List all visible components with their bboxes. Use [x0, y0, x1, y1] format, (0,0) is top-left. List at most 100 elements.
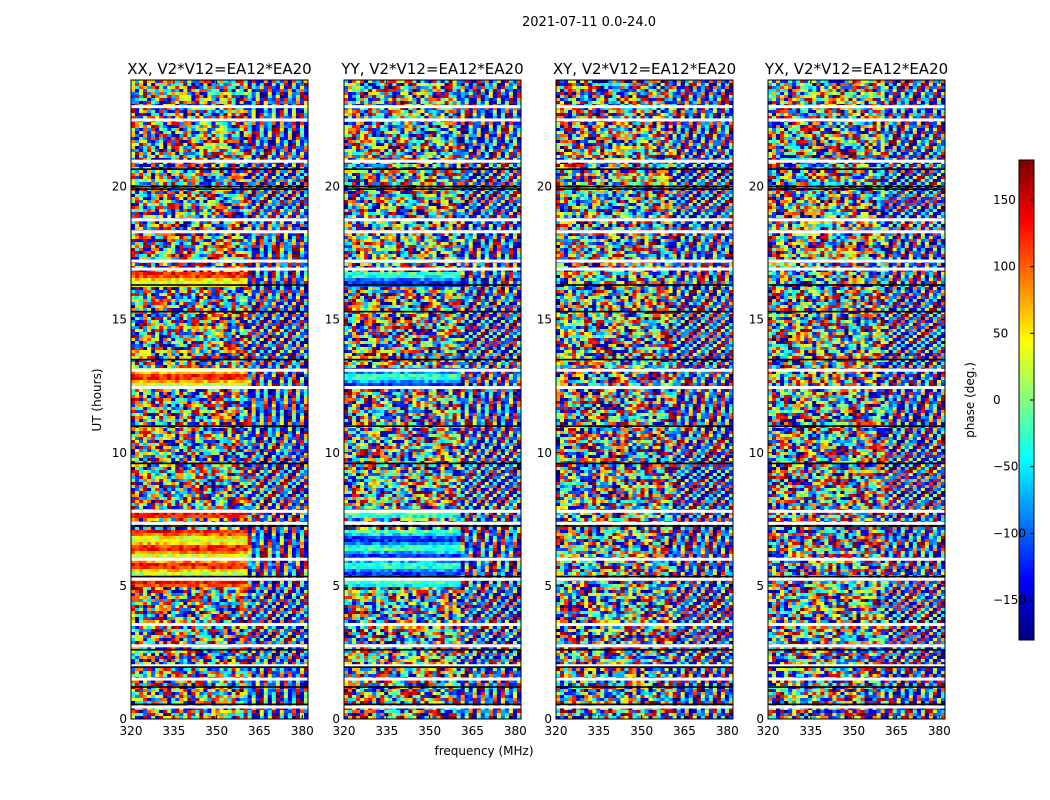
colorbar-segment [1019, 632, 1034, 637]
colorbar-segment [1019, 208, 1034, 213]
flagged-row [131, 575, 308, 578]
data-gap [131, 105, 308, 109]
colorbar-segment [1019, 412, 1034, 417]
flagged-row [131, 310, 308, 313]
data-gap [131, 664, 308, 668]
data-gap [131, 644, 308, 648]
panels: XX, V2*V12=EA12*EA20 320 335 350 365 380 0 5 10 1… [112, 60, 951, 738]
data-gap [131, 557, 308, 561]
colorbar-segment [1019, 264, 1034, 269]
y-tick-label: 0 [119, 712, 127, 726]
panel-yx: YX, V2*V12=EA12*EA20 320 335 350 365 380 0 5 10 1… [749, 60, 951, 738]
colorbar: −150 −100 −50 0 50 100 150 [993, 159, 1035, 641]
y-tick-label: 5 [756, 579, 764, 593]
data-gap [768, 230, 945, 234]
data-gap [131, 677, 308, 681]
colorbar-segment [1019, 572, 1034, 577]
panel-title: YY, V2*V12=EA12*EA20 [340, 60, 523, 78]
flagged-row [556, 686, 733, 688]
flagged-row [556, 168, 733, 170]
data-gap [344, 230, 521, 234]
colorbar-segment [1019, 212, 1034, 217]
y-tick-label: 20 [749, 180, 764, 194]
flagged-row [768, 462, 945, 465]
colorbar-tick-label: −150 [993, 593, 1026, 607]
colorbar-segment [1019, 288, 1034, 293]
flagged-row [768, 358, 945, 361]
data-gap [344, 118, 521, 122]
flagged-row [344, 284, 521, 286]
panel-title: XY, V2*V12=EA12*EA20 [553, 60, 736, 78]
data-gap [556, 118, 733, 122]
colorbar-segment [1019, 216, 1034, 221]
colorbar-segment [1019, 164, 1034, 169]
x-tick-label: 350 [630, 724, 653, 738]
data-gap [344, 105, 521, 109]
data-gap [344, 622, 521, 626]
flagged-row [131, 425, 308, 427]
flagged-row [131, 686, 308, 688]
colorbar-segment [1019, 168, 1034, 173]
colorbar-segment [1019, 604, 1034, 609]
data-gap [768, 664, 945, 668]
colorbar-segment [1019, 176, 1034, 181]
y-tick-label: 10 [112, 446, 127, 460]
colorbar-segment [1019, 496, 1034, 501]
colorbar-segment [1019, 492, 1034, 497]
y-tick-label: 0 [544, 712, 552, 726]
data-gap [768, 677, 945, 681]
panel-frame [343, 79, 522, 720]
figure-title: 2021-07-11 0.0-24.0 [522, 15, 656, 30]
data-gap [556, 105, 733, 109]
colorbar-segment [1019, 244, 1034, 249]
colorbar-segment [1019, 224, 1034, 229]
colorbar-segment [1019, 516, 1034, 521]
colorbar-segment [1019, 328, 1034, 333]
colorbar-segment [1019, 232, 1034, 237]
flagged-row [556, 525, 733, 527]
flagged-row [556, 188, 733, 190]
data-gap [556, 664, 733, 668]
data-gap [768, 557, 945, 561]
data-gap [131, 218, 308, 222]
flagged-row [131, 648, 308, 651]
colorbar-segment [1019, 520, 1034, 525]
colorbar-segment [1019, 424, 1034, 429]
colorbar-segment [1019, 464, 1034, 469]
colorbar-segment [1019, 556, 1034, 561]
colorbar-segment [1019, 316, 1034, 321]
data-gap [768, 509, 945, 513]
flagged-row [556, 185, 733, 188]
colorbar-segment [1019, 592, 1034, 597]
colorbar-segment [1019, 620, 1034, 625]
data-gap [556, 218, 733, 222]
flagged-row [131, 703, 308, 706]
x-tick-label: 335 [587, 724, 610, 738]
panel-frame [767, 79, 946, 720]
data-gap [131, 118, 308, 122]
colorbar-segment [1019, 308, 1034, 313]
colorbar-segment [1019, 372, 1034, 377]
x-tick-label: 380 [716, 724, 739, 738]
colorbar-segment [1019, 436, 1034, 441]
colorbar-segment [1019, 484, 1034, 489]
data-gap [768, 577, 945, 581]
colorbar-segment [1019, 324, 1034, 329]
flagged-row [344, 525, 521, 527]
flagged-row [344, 188, 521, 190]
phase-image-yy [344, 80, 521, 719]
data-gap [768, 368, 945, 372]
flagged-row [768, 310, 945, 313]
colorbar-segment [1019, 528, 1034, 533]
y-tick-label: 10 [537, 446, 552, 460]
colorbar-segment [1019, 228, 1034, 233]
data-gap [344, 644, 521, 648]
data-gap [556, 644, 733, 648]
flagged-row [768, 666, 945, 668]
colorbar-segment [1019, 240, 1034, 245]
data-gap [131, 521, 308, 525]
colorbar-segment [1019, 560, 1034, 565]
x-tick-label: 320 [333, 724, 356, 738]
colorbar-segment [1019, 400, 1034, 405]
flagged-row [768, 648, 945, 651]
